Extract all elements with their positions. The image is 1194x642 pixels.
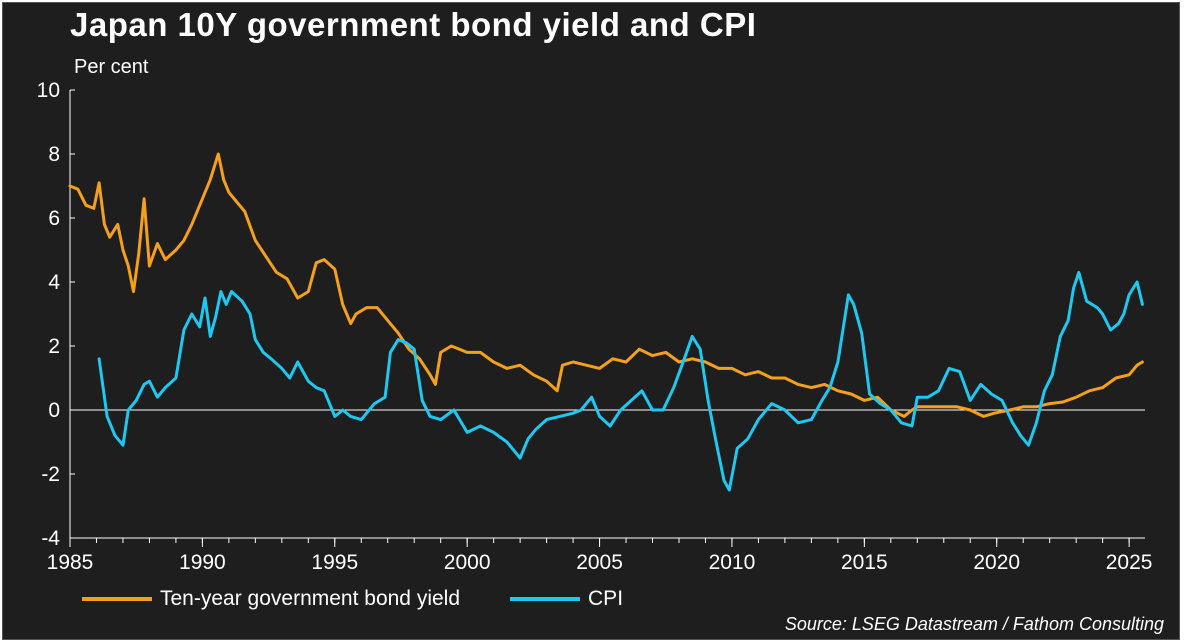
x-tick-label: 1995: [311, 551, 358, 574]
x-tick-label: 2015: [841, 551, 888, 574]
legend: Ten-year government bond yield CPI: [82, 587, 673, 611]
series-line-bond-yield: [68, 152, 1144, 418]
source-note: Source: LSEG Datastream / Fathom Consult…: [784, 614, 1164, 634]
y-tick-label: 6: [48, 207, 60, 230]
legend-item-bond-yield: Ten-year government bond yield: [82, 587, 460, 611]
x-tick-label: 2025: [1106, 551, 1153, 574]
x-tick-label: 2005: [576, 551, 623, 574]
x-tick-label: 1990: [179, 551, 226, 574]
series-line-cpi: [97, 270, 1144, 492]
x-tick-label: 2000: [444, 551, 491, 574]
legend-label-cpi: CPI: [588, 587, 624, 610]
y-tick-label: -2: [41, 463, 60, 486]
y-tick-label: 4: [48, 271, 60, 294]
y-tick-label: 0: [48, 399, 60, 422]
y-tick-label: 8: [48, 143, 60, 166]
legend-label-bond-yield: Ten-year government bond yield: [160, 587, 461, 610]
y-axis-unit-label: Per cent: [74, 56, 149, 78]
axes: -4 -2 0 2 4 6 8 10 1985 1990 1995 2000 2005 2010 2015 2…: [37, 79, 1153, 574]
x-tick-label: 2010: [709, 551, 756, 574]
y-tick-label: 10: [37, 79, 60, 102]
x-tick-label: 1985: [47, 551, 94, 574]
legend-swatch-bond-yield: [82, 597, 152, 601]
y-tick-label: 2: [48, 335, 60, 358]
chart-title: Japan 10Y government bond yield and CPI: [70, 6, 757, 43]
series-layer: [68, 152, 1144, 492]
x-tick-label: 2020: [973, 551, 1020, 574]
y-tick-label: -4: [41, 527, 60, 550]
legend-item-cpi: CPI: [510, 587, 623, 611]
legend-swatch-cpi: [510, 597, 581, 601]
